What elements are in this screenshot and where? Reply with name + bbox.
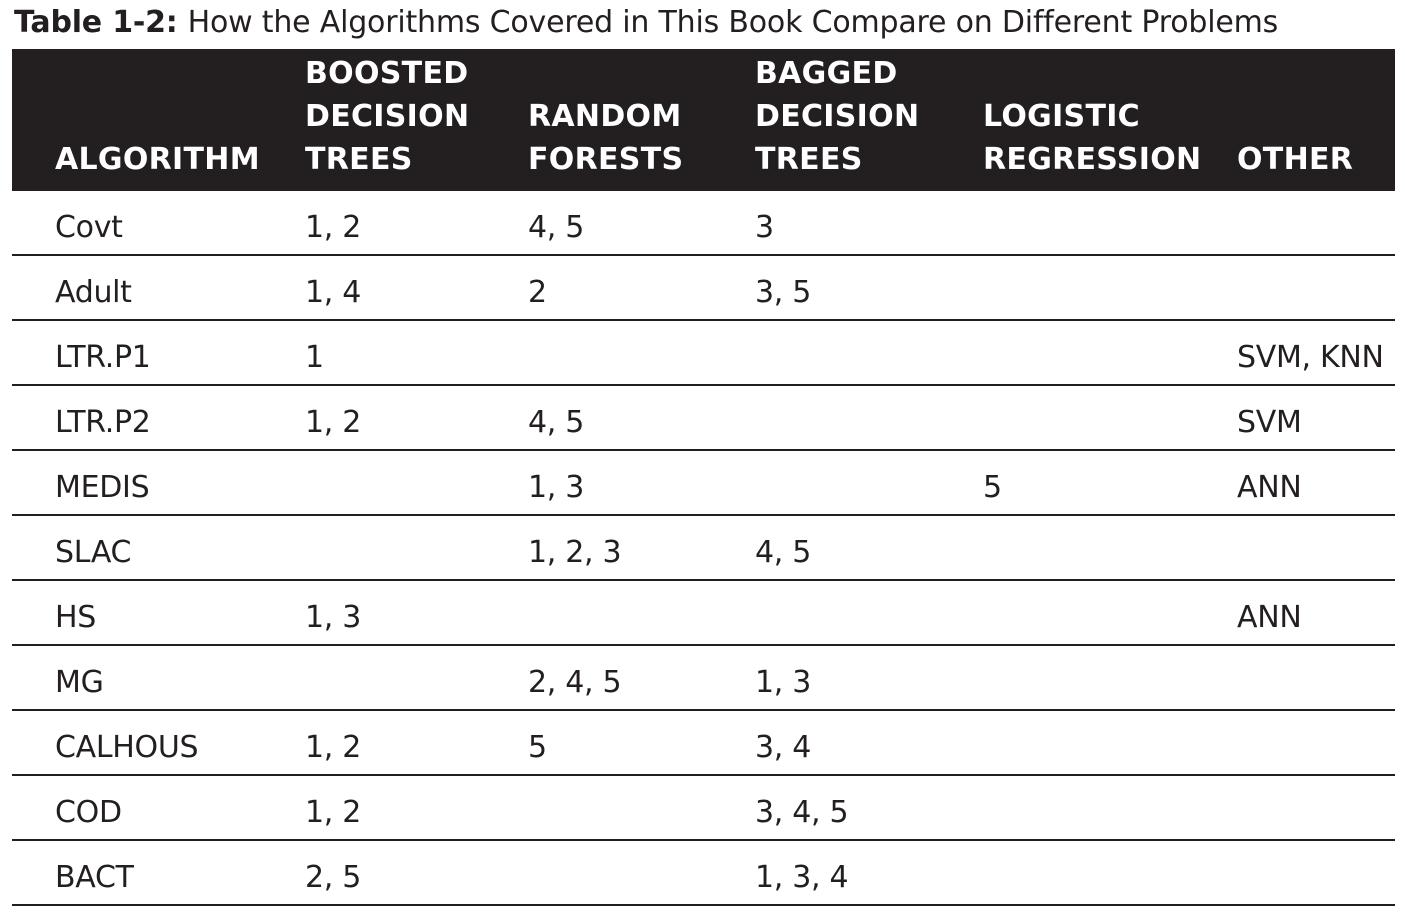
cell-algorithm: MG (55, 665, 104, 700)
cell-boosted: 1, 2 (305, 730, 362, 765)
table-row: MG 2, 4, 5 1, 3 (12, 646, 1395, 711)
cell-random-forests: 1, 2, 3 (528, 535, 622, 570)
cell-boosted: 1, 2 (305, 210, 362, 245)
header-line: BOOSTED (305, 56, 469, 91)
caption-title: How the Algorithms Covered in This Book … (187, 5, 1279, 40)
cell-algorithm: MEDIS (55, 470, 150, 505)
cell-algorithm: Covt (55, 210, 123, 245)
table-row: HS 1, 3 ANN (12, 581, 1395, 646)
table-row: MEDIS 1, 3 5 ANN (12, 451, 1395, 516)
table-body: Covt 1, 2 4, 5 3 Adult 1, 4 2 3, 5 LTR.P… (12, 191, 1395, 906)
cell-boosted: 2, 5 (305, 860, 362, 895)
cell-bagged: 4, 5 (755, 535, 812, 570)
cell-algorithm: LTR.P2 (55, 405, 151, 440)
cell-boosted: 1, 3 (305, 600, 362, 635)
table-caption: Table 1-2: How the Algorithms Covered in … (14, 4, 1278, 42)
header-line: OTHER (1237, 142, 1354, 177)
cell-other: ANN (1237, 470, 1302, 505)
header-line: DECISION (755, 99, 920, 134)
cell-bagged: 1, 3, 4 (755, 860, 849, 895)
table-row: BACT 2, 5 1, 3, 4 (12, 841, 1395, 906)
header-other: OTHER (1237, 138, 1353, 181)
header-random-forests: RANDOM FORESTS (528, 95, 683, 181)
header-line: LOGISTIC (983, 99, 1140, 134)
header-boosted-decision-trees: BOOSTED DECISION TREES (305, 52, 469, 181)
header-line: ALGORITHM (55, 142, 260, 177)
cell-random-forests: 4, 5 (528, 210, 585, 245)
header-line: DECISION (305, 99, 470, 134)
header-line: REGRESSION (983, 142, 1202, 177)
cell-bagged: 1, 3 (755, 665, 812, 700)
table-row: Adult 1, 4 2 3, 5 (12, 256, 1395, 321)
table-row: COD 1, 2 3, 4, 5 (12, 776, 1395, 841)
cell-random-forests: 4, 5 (528, 405, 585, 440)
cell-logistic: 5 (983, 470, 1002, 505)
cell-random-forests: 2 (528, 275, 547, 310)
cell-bagged: 3, 4 (755, 730, 812, 765)
cell-algorithm: HS (55, 600, 97, 635)
cell-other: SVM (1237, 405, 1302, 440)
cell-boosted: 1 (305, 340, 324, 375)
cell-algorithm: SLAC (55, 535, 132, 570)
header-line: RANDOM (528, 99, 682, 134)
cell-bagged: 3 (755, 210, 774, 245)
header-algorithm: ALGORITHM (55, 138, 260, 181)
cell-algorithm: LTR.P1 (55, 340, 151, 375)
cell-other: SVM, KNN (1237, 340, 1384, 375)
header-logistic-regression: LOGISTIC REGRESSION (983, 95, 1201, 181)
cell-boosted: 1, 2 (305, 795, 362, 830)
header-line: TREES (305, 142, 413, 177)
cell-boosted: 1, 4 (305, 275, 362, 310)
table-row: SLAC 1, 2, 3 4, 5 (12, 516, 1395, 581)
table-row: LTR.P2 1, 2 4, 5 SVM (12, 386, 1395, 451)
header-line: TREES (755, 142, 863, 177)
cell-algorithm: Adult (55, 275, 132, 310)
caption-label: Table 1-2: (14, 5, 178, 40)
table-row: LTR.P1 1 SVM, KNN (12, 321, 1395, 386)
comparison-table: ALGORITHM BOOSTED DECISION TREES RANDOM … (12, 49, 1395, 906)
header-bagged-decision-trees: BAGGED DECISION TREES (755, 52, 919, 181)
cell-random-forests: 2, 4, 5 (528, 665, 622, 700)
cell-random-forests: 5 (528, 730, 547, 765)
table-row: CALHOUS 1, 2 5 3, 4 (12, 711, 1395, 776)
cell-boosted: 1, 2 (305, 405, 362, 440)
table-header: ALGORITHM BOOSTED DECISION TREES RANDOM … (12, 49, 1395, 191)
cell-algorithm: COD (55, 795, 122, 830)
cell-bagged: 3, 5 (755, 275, 812, 310)
table-row: Covt 1, 2 4, 5 3 (12, 191, 1395, 256)
header-line: BAGGED (755, 56, 898, 91)
cell-algorithm: BACT (55, 860, 134, 895)
cell-other: ANN (1237, 600, 1302, 635)
header-line: FORESTS (528, 142, 684, 177)
cell-random-forests: 1, 3 (528, 470, 585, 505)
cell-bagged: 3, 4, 5 (755, 795, 849, 830)
cell-algorithm: CALHOUS (55, 730, 199, 765)
